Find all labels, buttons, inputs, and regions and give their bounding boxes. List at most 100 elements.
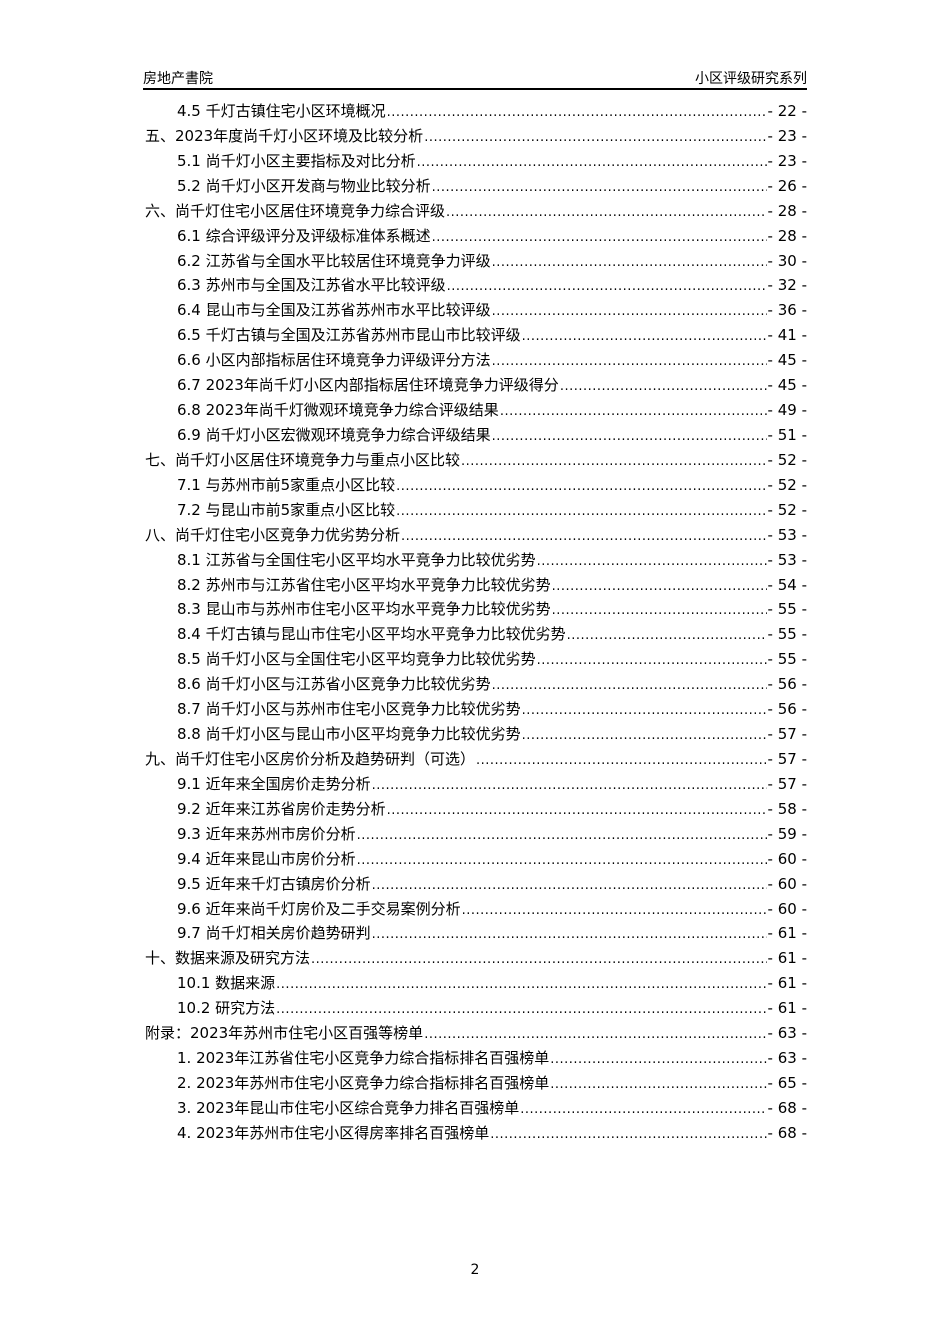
dot-leader (432, 224, 767, 251)
toc-entry-page: - 52 - (767, 475, 807, 494)
dot-leader (276, 971, 766, 998)
toc-section-entry[interactable]: 8.3 昆山市与苏州市住宅小区平均水平竞争力比较优劣势 - 55 - (145, 597, 807, 622)
toc-entry-page: - 23 - (767, 151, 807, 170)
dot-leader (417, 149, 767, 176)
toc-section-entry[interactable]: 8.7 尚千灯小区与苏州市住宅小区竞争力比较优劣势 - 56 - (145, 697, 807, 722)
toc-section-entry[interactable]: 8.2 苏州市与江苏省住宅小区平均水平竞争力比较优劣势 - 54 - (145, 573, 807, 598)
dot-leader (276, 996, 766, 1023)
toc-entry-title: 8.7 尚千灯小区与苏州市住宅小区竞争力比较优劣势 (177, 700, 521, 719)
toc-entry-title: 十、数据来源及研究方法 (145, 949, 311, 968)
toc-entry-title: 9.3 近年来苏州市房价分析 (177, 824, 356, 843)
toc-entry-page: - 49 - (767, 401, 807, 420)
toc-entry-page: - 60 - (767, 849, 807, 868)
dot-leader (522, 697, 767, 724)
dot-leader (500, 398, 767, 425)
toc-entry-page: - 65 - (767, 1073, 807, 1092)
toc-section-entry[interactable]: 6.7 2023年尚千灯小区内部指标居住环境竞争力评级得分 - 45 - (145, 373, 807, 398)
toc-section-entry[interactable]: 8.1 江苏省与全国住宅小区平均水平竞争力比较优劣势 - 53 - (145, 548, 807, 573)
toc-section-entry[interactable]: 6.5 千灯古镇与全国及江苏省苏州市昆山市比较评级 - 41 - (145, 323, 807, 348)
toc-chapter-entry[interactable]: 七、尚千灯小区居住环境竞争力与重点小区比较 - 52 - (145, 448, 807, 473)
toc-entry-page: - 56 - (767, 675, 807, 694)
toc-section-entry[interactable]: 6.3 苏州市与全国及江苏省水平比较评级 - 32 - (145, 273, 807, 298)
toc-section-entry[interactable]: 10.2 研究方法 - 61 - (145, 996, 807, 1021)
dot-leader (396, 498, 766, 525)
toc-section-entry[interactable]: 10.1 数据来源 - 61 - (145, 971, 807, 996)
toc-section-entry[interactable]: 9.1 近年来全国房价走势分析 - 57 - (145, 772, 807, 797)
dot-leader (424, 1021, 766, 1048)
toc-entry-page: - 52 - (767, 450, 807, 469)
toc-section-entry[interactable]: 6.8 2023年尚千灯微观环境竞争力综合评级结果 - 49 - (145, 398, 807, 423)
toc-entry-page: - 57 - (767, 774, 807, 793)
toc-entry-page: - 58 - (767, 799, 807, 818)
toc-entry-page: - 57 - (767, 725, 807, 744)
toc-section-entry[interactable]: 6.1 综合评级评分及评级标准体系概述 - 28 - (145, 224, 807, 249)
dot-leader (560, 373, 767, 400)
dot-leader (446, 199, 767, 226)
toc-entry-title: 3. 2023年昆山市住宅小区综合竞争力排名百强榜单 (177, 1098, 520, 1117)
toc-entry-page: - 32 - (767, 276, 807, 295)
toc-section-entry[interactable]: 9.4 近年来昆山市房价分析 - 60 - (145, 847, 807, 872)
toc-entry-title: 1. 2023年江苏省住宅小区竞争力综合指标排名百强榜单 (177, 1049, 550, 1068)
toc-section-entry[interactable]: 6.9 尚千灯小区宏微观环境竞争力综合评级结果 - 51 - (145, 423, 807, 448)
toc-section-entry[interactable]: 5.2 尚千灯小区开发商与物业比较分析 - 26 - (145, 174, 807, 199)
toc-section-entry[interactable]: 6.6 小区内部指标居住环境竞争力评级评分方法 - 45 - (145, 348, 807, 373)
toc-entry-page: - 60 - (767, 899, 807, 918)
toc-entry-page: - 55 - (767, 625, 807, 644)
toc-entry-title: 6.9 尚千灯小区宏微观环境竞争力综合评级结果 (177, 425, 491, 444)
toc-entry-title: 7.1 与苏州市前5家重点小区比较 (177, 475, 396, 494)
toc-entry-title: 8.2 苏州市与江苏省住宅小区平均水平竞争力比较优劣势 (177, 575, 551, 594)
toc-section-entry[interactable]: 2. 2023年苏州市住宅小区竞争力综合指标排名百强榜单 - 65 - (145, 1071, 807, 1096)
dot-leader (311, 946, 767, 973)
toc-section-entry[interactable]: 9.5 近年来千灯古镇房价分析 - 60 - (145, 872, 807, 897)
toc-section-entry[interactable]: 9.7 尚千灯相关房价趋势研判 - 61 - (145, 921, 807, 946)
toc-chapter-entry[interactable]: 十、数据来源及研究方法 - 61 - (145, 946, 807, 971)
dot-leader (357, 822, 767, 849)
toc-entry-page: - 52 - (767, 500, 807, 519)
toc-entry-page: - 59 - (767, 824, 807, 843)
dot-leader (401, 523, 767, 550)
toc-section-entry[interactable]: 8.5 尚千灯小区与全国住宅小区平均竞争力比较优劣势 - 55 - (145, 647, 807, 672)
toc-section-entry[interactable]: 8.8 尚千灯小区与昆山市小区平均竞争力比较优劣势 - 57 - (145, 722, 807, 747)
toc-entry-page: - 53 - (767, 550, 807, 569)
toc-entry-title: 9.7 尚千灯相关房价趋势研判 (177, 924, 371, 943)
dot-leader (387, 99, 767, 126)
toc-section-entry[interactable]: 9.6 近年来尚千灯房价及二手交易案例分析 - 60 - (145, 897, 807, 922)
toc-entry-page: - 26 - (767, 176, 807, 195)
toc-section-entry[interactable]: 3. 2023年昆山市住宅小区综合竞争力排名百强榜单 - 68 - (145, 1096, 807, 1121)
dot-leader (357, 847, 767, 874)
dot-leader (424, 124, 766, 151)
dot-leader (522, 722, 767, 749)
toc-section-entry[interactable]: 8.6 尚千灯小区与江苏省小区竞争力比较优劣势 - 56 - (145, 672, 807, 697)
toc-chapter-entry[interactable]: 六、尚千灯住宅小区居住环境竞争力综合评级 - 28 - (145, 199, 807, 224)
toc-entry-page: - 61 - (767, 924, 807, 943)
page-header: 房地产書院 小区评级研究系列 (143, 66, 807, 90)
toc-section-entry[interactable]: 5.1 尚千灯小区主要指标及对比分析 - 23 - (145, 149, 807, 174)
toc-section-entry[interactable]: 8.4 千灯古镇与昆山市住宅小区平均水平竞争力比较优劣势 - 55 - (145, 622, 807, 647)
dot-leader (550, 1071, 766, 1098)
toc-chapter-entry[interactable]: 五、2023年度尚千灯小区环境及比较分析 - 23 - (145, 124, 807, 149)
toc-entry-page: - 56 - (767, 700, 807, 719)
toc-entry-page: - 60 - (767, 874, 807, 893)
toc-entry-page: - 68 - (767, 1098, 807, 1117)
toc-entry-page: - 61 - (767, 999, 807, 1018)
toc-chapter-entry[interactable]: 八、尚千灯住宅小区竞争力优劣势分析 - 53 - (145, 523, 807, 548)
header-left: 房地产書院 (143, 71, 213, 87)
header-right: 小区评级研究系列 (695, 71, 807, 87)
toc-entry-title: 9.2 近年来江苏省房价走势分析 (177, 799, 386, 818)
toc-section-entry[interactable]: 4. 2023年苏州市住宅小区得房率排名百强榜单 - 68 - (145, 1121, 807, 1146)
toc-section-entry[interactable]: 7.2 与昆山市前5家重点小区比较 - 52 - (145, 498, 807, 523)
toc-chapter-entry[interactable]: 九、尚千灯住宅小区房价分析及趋势研判（可选） - 57 - (145, 747, 807, 772)
dot-leader (552, 573, 767, 600)
table-of-contents: 4.5 千灯古镇住宅小区环境概况 - 22 - 五、2023年度尚千灯小区环境及比较… (145, 99, 807, 1146)
toc-chapter-entry[interactable]: 附录：2023年苏州市住宅小区百强等榜单 - 63 - (145, 1021, 807, 1046)
toc-section-entry[interactable]: 1. 2023年江苏省住宅小区竞争力综合指标排名百强榜单 - 63 - (145, 1046, 807, 1071)
dot-leader (432, 174, 767, 201)
toc-section-entry[interactable]: 6.4 昆山市与全国及江苏省苏州市水平比较评级 - 36 - (145, 298, 807, 323)
toc-section-entry[interactable]: 7.1 与苏州市前5家重点小区比较 - 52 - (145, 473, 807, 498)
dot-leader (522, 323, 767, 350)
toc-section-entry[interactable]: 9.2 近年来江苏省房价走势分析 - 58 - (145, 797, 807, 822)
toc-entry-title: 8.1 江苏省与全国住宅小区平均水平竞争力比较优劣势 (177, 550, 536, 569)
toc-section-entry[interactable]: 6.2 江苏省与全国水平比较居住环境竞争力评级 - 30 - (145, 249, 807, 274)
toc-section-entry[interactable]: 9.3 近年来苏州市房价分析 - 59 - (145, 822, 807, 847)
toc-section-entry[interactable]: 4.5 千灯古镇住宅小区环境概况 - 22 - (145, 99, 807, 124)
